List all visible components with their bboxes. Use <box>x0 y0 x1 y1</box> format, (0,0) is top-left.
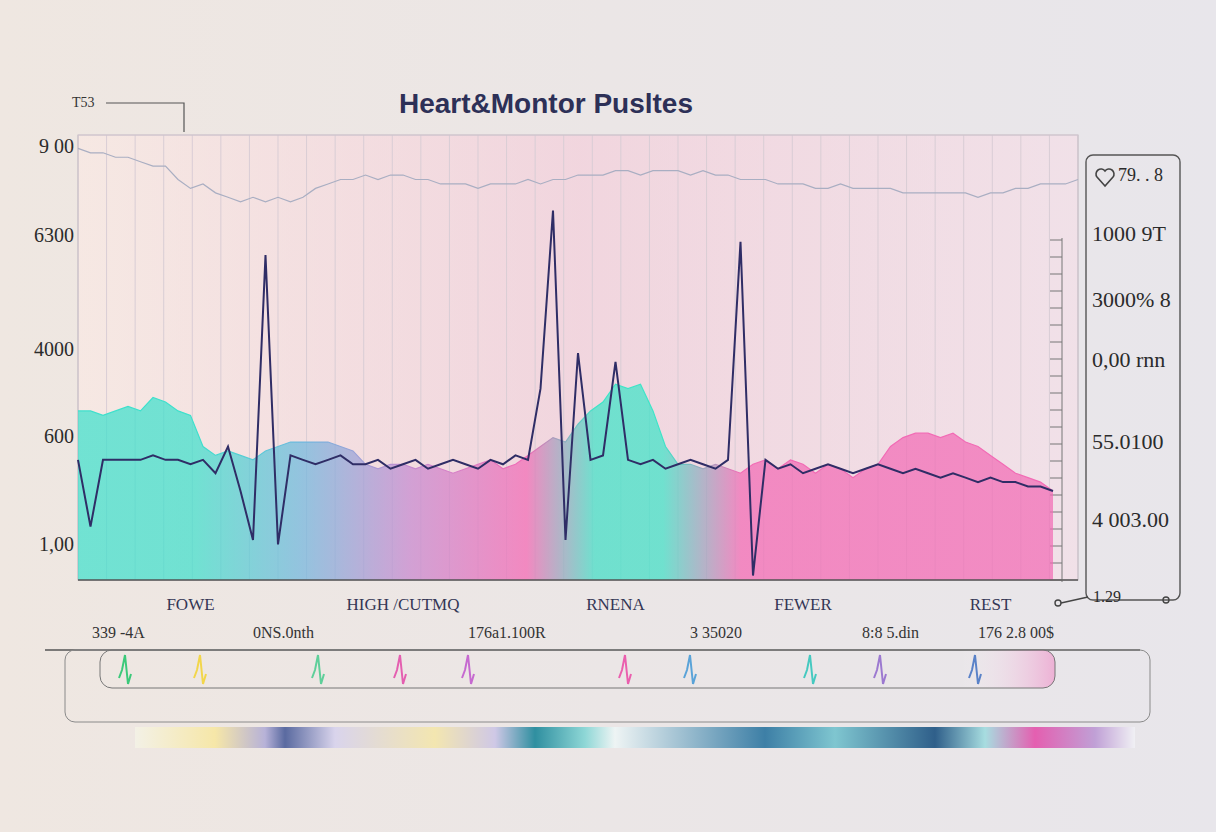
html-text:0NS.0nth: 0NS.0nth <box>253 624 314 641</box>
html-text:T53: T53 <box>72 95 95 110</box>
html-text:176 2.8 00$: 176 2.8 00$ <box>978 624 1054 641</box>
svg-text:REST: REST <box>970 595 1012 614</box>
svg-text:HIGH /CUTMQ: HIGH /CUTMQ <box>347 595 460 614</box>
html-text:9 00: 9 00 <box>39 135 74 157</box>
svg-text:FEWER: FEWER <box>774 595 832 614</box>
html-text:339 -4A: 339 -4A <box>92 624 145 641</box>
html-text:1,00: 1,00 <box>39 533 74 555</box>
html-text:4 003.00: 4 003.00 <box>1092 507 1169 532</box>
svg-text:FOWE: FOWE <box>166 595 214 614</box>
html-text:Heart&Montor Pusltes: Heart&Montor Pusltes <box>399 88 693 119</box>
svg-text:RNENA: RNENA <box>586 595 645 614</box>
html-text:600: 600 <box>44 425 74 447</box>
html-text:55.0100: 55.0100 <box>1092 429 1164 454</box>
html-text:3 35020: 3 35020 <box>690 624 742 641</box>
html-text:4000: 4000 <box>34 338 74 360</box>
html-text:6300: 6300 <box>34 224 74 246</box>
html-text:79. . 8: 79. . 8 <box>1118 165 1163 185</box>
html-text:8:8 5.din: 8:8 5.din <box>862 624 919 641</box>
html-text:0,00 rnn: 0,00 rnn <box>1092 347 1166 372</box>
html-text:3000% 8: 3000% 8 <box>1092 287 1171 312</box>
html-text:1.29: 1.29 <box>1093 588 1121 605</box>
html-text:176a1.100R: 176a1.100R <box>468 624 546 641</box>
html-text:1000 9T: 1000 9T <box>1092 221 1166 246</box>
